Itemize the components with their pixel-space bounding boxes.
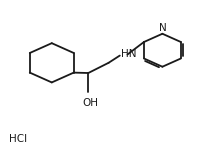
Text: HCl: HCl bbox=[9, 134, 27, 144]
Text: HN: HN bbox=[120, 49, 136, 59]
Text: N: N bbox=[158, 23, 165, 33]
Text: OH: OH bbox=[82, 98, 98, 108]
